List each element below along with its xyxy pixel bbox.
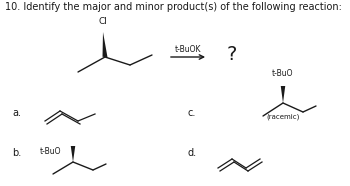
Text: Cl: Cl (99, 17, 107, 26)
Text: b.: b. (12, 148, 21, 158)
Text: t-BuO: t-BuO (40, 147, 62, 156)
Text: (racemic): (racemic) (266, 113, 300, 120)
Text: a.: a. (12, 108, 21, 118)
Polygon shape (281, 86, 285, 103)
Text: t-BuOK: t-BuOK (175, 45, 201, 54)
Text: t-BuO: t-BuO (272, 69, 294, 78)
Polygon shape (103, 32, 107, 57)
Text: c.: c. (188, 108, 196, 118)
Text: d.: d. (188, 148, 197, 158)
Text: ?: ? (227, 46, 237, 65)
Text: 10. Identify the major and minor product(s) of the following reaction:: 10. Identify the major and minor product… (5, 2, 342, 12)
Polygon shape (71, 146, 75, 162)
